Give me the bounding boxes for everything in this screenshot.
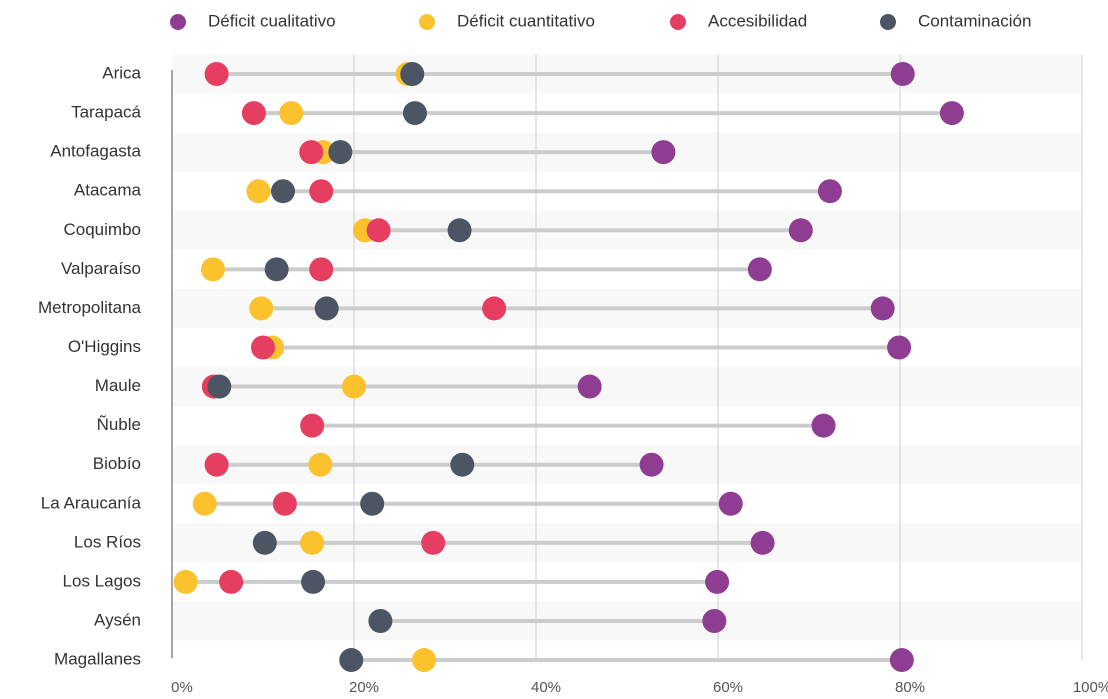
dot (300, 530, 325, 555)
x-tick-label: 40% (531, 679, 561, 696)
legend-label: Déficit cuantitativo (457, 11, 595, 30)
dot (301, 569, 326, 594)
dot (811, 413, 836, 438)
dot (750, 530, 775, 555)
legend-marker (670, 14, 686, 30)
dot (271, 179, 296, 204)
dot (299, 140, 324, 165)
legend-marker (170, 14, 186, 30)
dot (412, 648, 437, 673)
dot (450, 452, 475, 477)
y-tick-label: La Araucanía (41, 493, 142, 512)
legend-marker (880, 14, 896, 30)
dot (309, 257, 334, 282)
dot (482, 296, 507, 321)
dot (447, 218, 472, 243)
dot (272, 491, 297, 516)
dot (251, 335, 275, 360)
dot (309, 179, 334, 204)
y-tick-label: Valparaíso (61, 259, 141, 278)
dot (870, 296, 895, 321)
dot (889, 648, 914, 673)
y-tick-label: Coquimbo (64, 220, 142, 239)
y-tick-label: Maule (95, 376, 141, 395)
y-tick-label: Tarapacá (71, 103, 141, 122)
y-tick-label: Antofagasta (50, 142, 141, 161)
y-tick-label: O'Higgins (68, 337, 141, 356)
dot (747, 257, 772, 282)
dot (339, 648, 364, 673)
dot (702, 608, 727, 633)
y-tick-label: Los Lagos (63, 571, 141, 590)
dot (204, 62, 229, 86)
y-tick-label: Arica (102, 63, 141, 82)
x-tick-label: 20% (349, 679, 379, 696)
dot (264, 257, 289, 282)
y-tick-label: Magallanes (54, 650, 141, 669)
dot (887, 335, 912, 360)
y-tick-label: Los Ríos (74, 532, 141, 551)
dot (279, 101, 304, 126)
legend-label: Déficit cualitativo (208, 11, 336, 30)
x-tick-label: 100% (1073, 679, 1108, 696)
dot (939, 101, 964, 126)
dot (252, 530, 277, 555)
legend-label: Accesibilidad (708, 11, 807, 30)
dot (651, 140, 676, 165)
dot (249, 296, 274, 321)
dot (314, 296, 339, 321)
dot (241, 101, 266, 126)
dot (308, 452, 333, 477)
y-tick-label: Ñuble (97, 415, 141, 434)
dot (718, 491, 743, 516)
dot (246, 179, 271, 204)
dot (207, 374, 232, 399)
dot (705, 569, 730, 594)
x-tick-label: 60% (713, 679, 743, 696)
legend-label: Contaminación (918, 11, 1031, 30)
dot (300, 413, 325, 438)
dot (204, 452, 229, 477)
x-tick-label: 80% (895, 679, 925, 696)
y-tick-label: Aysén (94, 610, 141, 629)
y-tick-label: Atacama (74, 181, 142, 200)
dot (577, 374, 602, 399)
dot (890, 62, 915, 86)
dot (192, 491, 217, 516)
dot (400, 62, 425, 86)
dot (328, 140, 353, 165)
legend-marker (419, 14, 435, 30)
dot (342, 374, 366, 399)
dot (219, 569, 244, 594)
y-tick-label: Metropolitana (38, 298, 142, 317)
x-tick-label: 0% (171, 679, 193, 696)
dot (817, 179, 842, 204)
dot (360, 491, 385, 516)
dot (200, 257, 225, 282)
dot (366, 218, 391, 243)
dot (639, 452, 664, 477)
dot (402, 101, 427, 126)
dot (421, 530, 446, 555)
dot (173, 569, 198, 594)
y-tick-label: Biobío (93, 454, 141, 473)
dot (368, 608, 393, 633)
dot (788, 218, 813, 243)
